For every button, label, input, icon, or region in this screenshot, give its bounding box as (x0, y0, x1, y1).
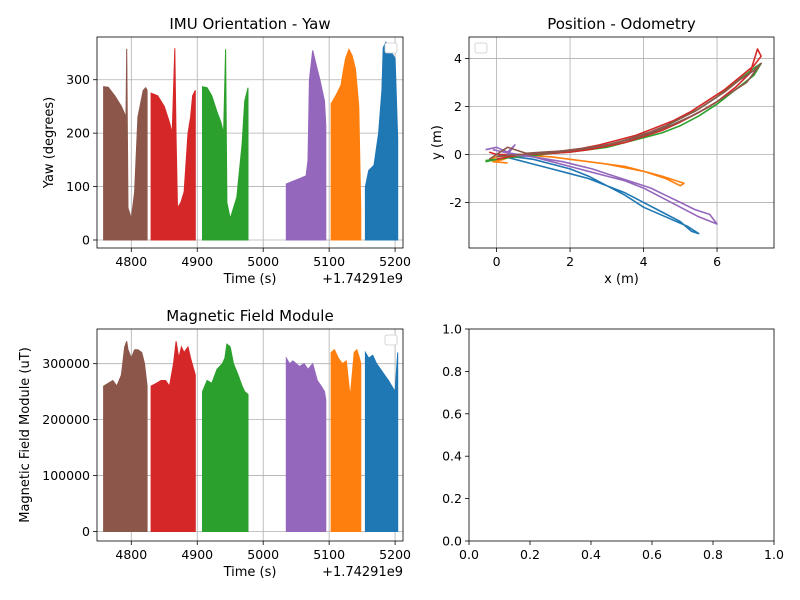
y-tick-label: 0.2 (442, 491, 462, 506)
axes-frame (468, 36, 775, 249)
series-area (364, 41, 399, 241)
y-tick-label: 100 (66, 179, 90, 194)
y-tick-label: 200000 (42, 412, 90, 427)
chart-title: Position - Odometry (547, 15, 696, 33)
series-area (202, 343, 249, 532)
y-tick-label: 0.6 (442, 406, 462, 421)
series-line (485, 144, 718, 225)
series-line (496, 153, 700, 235)
y-tick-label: -2 (450, 195, 462, 210)
x-tick-label: 0.0 (459, 547, 479, 562)
legend-box (384, 42, 398, 54)
series-area (103, 48, 148, 241)
x-axis-label: x (m) (604, 272, 639, 287)
y-tick-label: 2 (454, 99, 462, 114)
x-tick-label: 5000 (247, 254, 279, 269)
y-tick-label: 300 (66, 72, 90, 87)
y-tick-label: 0 (82, 524, 90, 539)
series-line (488, 62, 762, 160)
x-tick-label: 0.2 (520, 547, 540, 562)
x-tick-label: 5100 (313, 254, 345, 269)
y-tick-label: 0.8 (442, 364, 462, 379)
x-axis-label: Time (s) (223, 565, 277, 580)
x-axis-label: Time (s) (223, 272, 277, 287)
x-tick-label: 4800 (115, 254, 147, 269)
x-tick-label: 4900 (181, 254, 213, 269)
y-tick-label: 1.0 (442, 322, 462, 337)
x-tick-label: 4900 (181, 547, 213, 562)
x-tick-label: 0.4 (581, 547, 601, 562)
series-line (488, 48, 762, 161)
x-tick-label: 5000 (247, 547, 279, 562)
series-line (485, 62, 762, 163)
x-tick-label: 5200 (379, 547, 411, 562)
axes-frame (96, 36, 404, 249)
x-offset-label: +1.74291e9 (322, 565, 403, 580)
x-tick-label: 5200 (379, 254, 411, 269)
axes-frame (468, 328, 775, 542)
y-tick-label: 100000 (42, 468, 90, 483)
x-tick-label: 4800 (115, 547, 147, 562)
y-tick-label: 0 (454, 147, 462, 162)
y-axis-label: Magnetic Field Module (uT) (18, 347, 33, 523)
axes-frame (96, 328, 404, 542)
x-tick-label: 0.6 (642, 547, 662, 562)
y-tick-label: 300000 (42, 356, 90, 371)
y-tick-label: 4 (454, 51, 462, 66)
series-area (150, 48, 196, 241)
y-axis-label: y (m) (430, 125, 445, 160)
legend-box (474, 42, 488, 54)
x-tick-label: 2 (566, 254, 574, 269)
series-area (285, 50, 327, 241)
y-tick-label: 0.0 (442, 534, 462, 549)
legend-box (384, 334, 398, 346)
series-area (103, 341, 148, 532)
series-area (150, 341, 196, 532)
x-offset-label: +1.74291e9 (322, 272, 403, 287)
series-area (330, 48, 362, 241)
y-tick-label: 0.4 (442, 449, 462, 464)
chart-title: IMU Orientation - Yaw (169, 15, 330, 33)
x-tick-label: 4 (640, 254, 648, 269)
chart-title: Magnetic Field Module (166, 307, 333, 325)
magnetic-field-chart: 4800 4900 5000 5100 5200 0 100000 200000 300000 M… (18, 307, 411, 580)
empty-chart: 0.0 0.2 0.4 0.6 0.8 1.0 0.0 0.2 0.4 0.6 0.8 1.0 (442, 322, 784, 563)
y-axis-label: Yaw (degrees) (42, 97, 57, 189)
x-tick-label: 1.0 (764, 547, 784, 562)
series-area (285, 356, 327, 532)
series-area (330, 348, 362, 532)
series-area (202, 49, 249, 241)
series-area (364, 350, 399, 532)
y-tick-label: 200 (66, 126, 90, 141)
x-tick-label: 5100 (313, 547, 345, 562)
x-tick-label: 0 (493, 254, 501, 269)
y-tick-label: 0 (82, 232, 90, 247)
x-tick-label: 6 (713, 254, 721, 269)
x-tick-label: 0.8 (703, 547, 723, 562)
odometry-chart: 0 2 4 6 -2 0 2 4 Position - Odometry x (m) y (m) (430, 15, 775, 287)
yaw-chart: 4800 4900 5000 5100 5200 0 100 200 300 IMU Orient… (42, 15, 411, 287)
